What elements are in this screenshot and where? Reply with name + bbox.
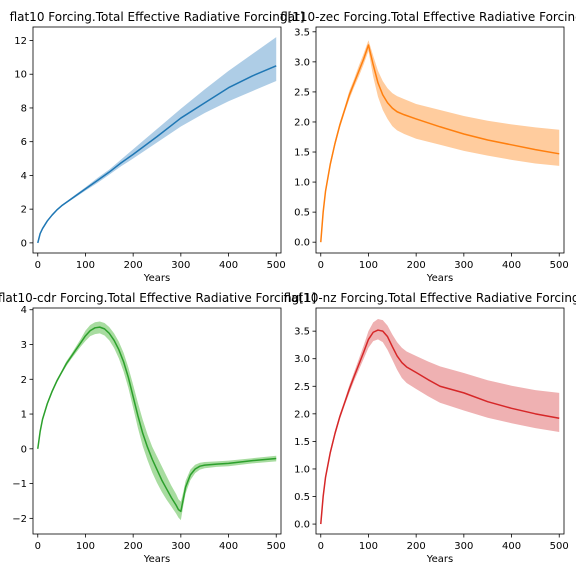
x-tick-label: 100: [76, 541, 95, 552]
x-tick-label: 100: [359, 260, 378, 271]
x-tick-label: 0: [35, 541, 41, 552]
y-tick-label: 0.5: [294, 208, 310, 219]
y-tick-label: 3.5: [294, 27, 310, 38]
x-axis-label: Years: [143, 554, 170, 565]
series-line: [320, 329, 560, 525]
x-tick-label: 400: [502, 260, 521, 271]
y-tick-label: 1.5: [294, 437, 310, 448]
uncertainty-band: [320, 319, 560, 525]
x-tick-label: 500: [267, 260, 286, 271]
x-tick-label: 0: [318, 541, 324, 552]
chart-title: flat10 Forcing.Total Effective Radiative…: [10, 10, 305, 24]
x-tick-label: 200: [124, 260, 143, 271]
y-tick-label: 2: [21, 205, 27, 216]
x-tick-label: 500: [550, 541, 569, 552]
axes-frame: [315, 307, 565, 535]
y-tick-label: 4: [21, 305, 27, 316]
x-tick-label: 300: [171, 541, 190, 552]
chart-panel-4: 0 100 200 300 400 500 0.0 0.5 1.0 1.5 2.0 2.5 3.0 3.5…: [283, 291, 576, 565]
chart-panel-3: 0 100 200 300 400 500 −2 −1 0 1 2 3 4 Years flat10-cdr…: [0, 291, 316, 565]
x-tick-label: 200: [407, 260, 426, 271]
x-tick-label: 200: [407, 541, 426, 552]
y-tick-label: 2.5: [294, 382, 310, 393]
y-tick-label: −1: [12, 479, 27, 490]
uncertainty-band: [37, 37, 277, 243]
x-axis-label: Years: [143, 273, 170, 284]
y-tick-label: 3.0: [294, 354, 310, 365]
series-line: [37, 65, 277, 244]
x-tick-label: 500: [550, 260, 569, 271]
y-tick-label: 8: [21, 103, 27, 114]
y-tick-label: 3.0: [294, 57, 310, 68]
x-tick-label: 400: [219, 260, 238, 271]
y-tick-label: −2: [12, 514, 27, 525]
x-tick-label: 100: [359, 541, 378, 552]
x-tick-label: 300: [454, 260, 473, 271]
y-tick-label: 2.0: [294, 409, 310, 420]
x-tick-label: 200: [124, 541, 143, 552]
uncertainty-band: [37, 321, 277, 521]
axes-frame: [315, 26, 565, 254]
y-tick-label: 6: [21, 137, 27, 148]
y-tick-label: 0.5: [294, 492, 310, 503]
y-tick-label: 1.0: [294, 178, 310, 189]
x-tick-label: 0: [35, 260, 41, 271]
chart-panel-2: 0 100 200 300 400 500 0.0 0.5 1.0 1.5 2.0 2.5 3.0 3.5…: [280, 10, 576, 284]
x-tick-label: 500: [267, 541, 286, 552]
y-tick-label: 0: [21, 444, 27, 455]
y-tick-label: 1.0: [294, 464, 310, 475]
y-tick-label: 0.0: [294, 520, 310, 531]
x-tick-label: 100: [76, 260, 95, 271]
x-axis-label: Years: [426, 273, 453, 284]
y-tick-label: 0.0: [294, 238, 310, 249]
chart-title: flat10-zec Forcing.Total Effective Radia…: [280, 10, 576, 24]
x-tick-label: 0: [318, 260, 324, 271]
y-tick-label: 1: [21, 410, 27, 421]
x-tick-label: 400: [502, 541, 521, 552]
chart-title: flat10-cdr Forcing.Total Effective Radia…: [0, 291, 316, 305]
series-line: [37, 326, 277, 513]
y-tick-label: 2: [21, 375, 27, 386]
y-tick-label: 12: [14, 36, 27, 47]
y-tick-label: 1.5: [294, 148, 310, 159]
y-tick-label: 3: [21, 340, 27, 351]
x-tick-label: 400: [219, 541, 238, 552]
chart-title: flat10-nz Forcing.Total Effective Radiat…: [283, 291, 576, 305]
x-tick-label: 300: [454, 541, 473, 552]
axes-frame: [32, 26, 282, 254]
x-axis-label: Years: [426, 554, 453, 565]
axes-frame: [32, 307, 282, 535]
chart-panel-1: 0 100 200 300 400 500 0 2 4 6 8 10 12 Years flat10 For…: [10, 10, 305, 284]
y-tick-label: 2.5: [294, 87, 310, 98]
y-tick-label: 0: [21, 238, 27, 249]
x-tick-label: 300: [171, 260, 190, 271]
uncertainty-band: [320, 40, 560, 243]
y-tick-label: 10: [14, 70, 27, 81]
y-tick-label: 3.5: [294, 327, 310, 338]
series-line: [320, 44, 560, 243]
y-tick-label: 2.0: [294, 117, 310, 128]
y-tick-label: 4: [21, 171, 27, 182]
